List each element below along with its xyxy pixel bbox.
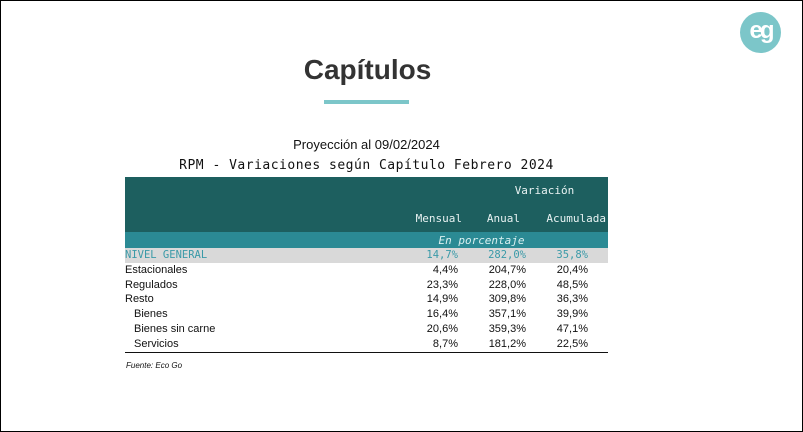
row-value: 228,0%: [488, 278, 526, 291]
table-row: Resto 14,9% 309,8% 36,3%: [125, 292, 608, 307]
table-row: Bienes 16,4% 357,1% 39,9%: [125, 307, 608, 322]
row-value: 20,6%: [426, 322, 458, 335]
row-label: Regulados: [125, 278, 178, 291]
header-anual: Anual: [486, 212, 520, 225]
row-label: Resto: [125, 293, 154, 306]
header-acumulada: Acumulada: [546, 212, 606, 225]
row-value: 48,5%: [556, 278, 588, 291]
header-mensual: Mensual: [415, 212, 462, 225]
row-value: 20,4%: [556, 263, 588, 276]
title-underline: [324, 100, 409, 104]
row-value: 4,4%: [432, 263, 458, 276]
projection-date: Proyección al 09/02/2024: [293, 137, 440, 152]
row-value: 309,8%: [488, 293, 526, 306]
row-value: 181,2%: [488, 337, 526, 350]
row-value: 16,4%: [426, 308, 458, 321]
row-value: 47,1%: [556, 322, 588, 335]
row-value: 36,3%: [556, 293, 588, 306]
table-header: Variación Mensual Anual Acumulada: [125, 177, 608, 232]
table-bottom-rule: [125, 351, 608, 353]
source-note: Fuente: Eco Go: [126, 361, 183, 370]
row-value: 357,1%: [488, 308, 526, 321]
unit-band: En porcentaje: [125, 232, 608, 248]
row-label: Bienes: [134, 308, 168, 321]
row-value: 14,7%: [426, 249, 458, 261]
ecogo-logo: eg: [740, 12, 781, 53]
row-value: 282,0%: [488, 249, 526, 261]
row-value: 359,3%: [488, 322, 526, 335]
row-label: Estacionales: [125, 263, 188, 276]
header-variacion: Variación: [514, 184, 575, 197]
table-row: Bienes sin carne 20,6% 359,3% 47,1%: [125, 322, 608, 337]
row-value: 204,7%: [488, 263, 526, 276]
row-value: 23,3%: [426, 278, 458, 291]
variations-table: Variación Mensual Anual Acumulada En por…: [125, 177, 608, 353]
page-title: Capítulos: [303, 54, 432, 85]
table-row: Estacionales 4,4% 204,7% 20,4%: [125, 263, 608, 278]
row-value: 35,8%: [556, 249, 588, 261]
row-value: 8,7%: [432, 337, 458, 350]
table-row: Regulados 23,3% 228,0% 48,5%: [125, 278, 608, 293]
table-row: Servicios 8,7% 181,2% 22,5%: [125, 337, 608, 352]
row-value: 14,9%: [426, 293, 458, 306]
row-label: NIVEL GENERAL: [125, 249, 208, 261]
table-row: NIVEL GENERAL 14,7% 282,0% 35,8%: [125, 248, 608, 263]
table-title: RPM - Variaciones según Capítulo Febrero…: [179, 158, 554, 173]
row-value: 39,9%: [556, 308, 588, 321]
row-label: Bienes sin carne: [134, 322, 216, 335]
row-label: Servicios: [134, 337, 179, 350]
row-value: 22,5%: [556, 337, 588, 350]
